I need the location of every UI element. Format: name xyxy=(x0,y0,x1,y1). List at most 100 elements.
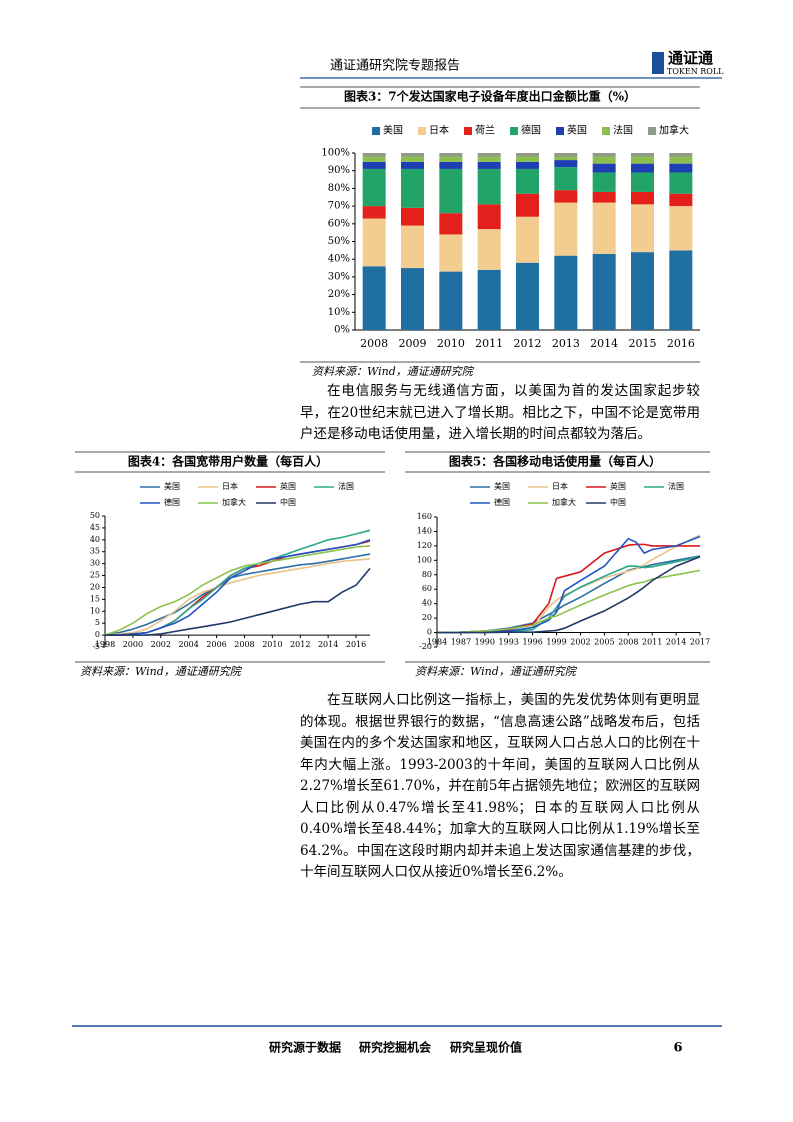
legend-label: 德国 xyxy=(494,497,510,507)
legend-label: 中国 xyxy=(280,497,296,507)
x-tick-label: 2014 xyxy=(590,337,618,350)
bar-segment xyxy=(401,207,424,226)
x-tick-label: 2006 xyxy=(206,640,226,649)
x-tick-label: 2010 xyxy=(437,337,465,350)
paragraph: 在互联网人口比例这一指标上，美国的先发优势体则有更明显的体现。根据世界银行的数据… xyxy=(300,692,700,880)
bar-segment xyxy=(516,168,539,194)
x-tick-label: 2002 xyxy=(570,638,590,647)
x-tick-label: 1984 xyxy=(427,638,447,647)
x-tick-label: 2015 xyxy=(629,337,657,350)
x-tick-label: 2002 xyxy=(151,640,171,649)
y-tick-label: 40 xyxy=(90,535,100,544)
y-tick-label: 80 xyxy=(422,570,432,579)
y-tick-label: 20 xyxy=(90,582,100,591)
bar-segment xyxy=(516,153,539,157)
x-tick-label: 1998 xyxy=(95,640,115,649)
bar-segment xyxy=(554,167,578,191)
source: 资料来源：Wind，通证通研究院 xyxy=(415,665,578,678)
bar-segment xyxy=(362,218,386,267)
line-series xyxy=(436,555,701,634)
legend-label: 日本 xyxy=(222,481,238,491)
legend-swatch xyxy=(648,127,656,135)
y-tick-label: 60 xyxy=(422,584,432,593)
line-series xyxy=(104,558,371,636)
x-tick-label: 2011 xyxy=(642,638,662,647)
y-tick-label: -5 xyxy=(92,642,100,651)
y-tick-label: 70% xyxy=(328,201,350,212)
footer-slogan: 研究源于数据 xyxy=(269,1040,341,1055)
y-tick-label: 5 xyxy=(95,618,100,627)
bar-segment xyxy=(631,191,654,205)
x-tick-label: 2014 xyxy=(318,640,338,649)
chart-title: 图表5：各国移动电话使用量（每百人） xyxy=(449,454,661,469)
bar-segment xyxy=(439,156,463,162)
legend-label: 英国 xyxy=(567,124,587,137)
line-series xyxy=(436,535,701,634)
bar-segment xyxy=(439,153,463,157)
paragraph: 在电信服务与无线通信方面，以美国为首的发达国家起步较早，在20世纪末就已进入了增… xyxy=(300,383,700,442)
bar-segment xyxy=(592,153,616,157)
x-tick-label: 2004 xyxy=(179,640,199,649)
logo-icon xyxy=(652,52,664,74)
bar-segment xyxy=(362,168,386,207)
y-tick-label: 30% xyxy=(328,271,350,282)
legend-label: 美国 xyxy=(164,481,180,491)
bar-segment xyxy=(631,252,654,330)
legend-label: 美国 xyxy=(383,124,403,137)
bar-segment xyxy=(477,153,501,157)
y-tick-label: 0 xyxy=(95,630,100,639)
y-tick-label: -20 xyxy=(419,642,432,651)
line-series xyxy=(104,545,371,636)
bar-segment xyxy=(554,202,578,256)
x-tick-label: 1999 xyxy=(546,638,566,647)
bar-segment xyxy=(401,168,424,208)
bar-segment xyxy=(362,266,386,330)
line-series xyxy=(105,567,371,636)
bar-segment xyxy=(516,262,539,330)
bar-segment xyxy=(669,156,693,164)
source: 资料来源：Wind，通证通研究院 xyxy=(312,365,475,378)
y-tick-label: 90% xyxy=(328,165,350,176)
bar-segment xyxy=(477,204,501,230)
line-series xyxy=(436,569,701,634)
bar-segment xyxy=(477,168,501,205)
y-tick-label: 100% xyxy=(321,148,350,159)
logo: 通证通 xyxy=(668,49,713,67)
legend-label: 德国 xyxy=(164,497,180,507)
x-tick-label: 1993 xyxy=(499,638,519,647)
legend-label: 日本 xyxy=(552,481,568,491)
y-tick-label: 0% xyxy=(334,325,350,336)
legend-label: 美国 xyxy=(494,481,510,491)
y-tick-label: 100 xyxy=(417,555,432,564)
legend-label: 荷兰 xyxy=(475,124,495,137)
bar-segment xyxy=(669,250,693,330)
bar-segment xyxy=(669,206,693,251)
bar-segment xyxy=(477,156,501,162)
bar-segment xyxy=(362,156,386,162)
x-tick-label: 2012 xyxy=(290,640,310,649)
bar-segment xyxy=(362,161,386,169)
footer-slogan: 研究挖掘机会 xyxy=(359,1040,432,1055)
y-tick-label: 35 xyxy=(90,547,100,556)
legend-swatch xyxy=(372,127,380,135)
legend-label: 法国 xyxy=(613,124,633,137)
y-tick-label: 120 xyxy=(417,541,432,550)
x-tick-label: 1996 xyxy=(522,638,542,647)
legend-swatch xyxy=(602,127,610,135)
y-tick-label: 160 xyxy=(417,512,432,521)
x-tick-label: 2005 xyxy=(594,638,614,647)
x-tick-label: 2016 xyxy=(667,337,695,350)
legend-label: 法国 xyxy=(338,481,354,491)
legend-swatch xyxy=(556,127,564,135)
y-tick-label: 40 xyxy=(422,599,432,608)
legend-label: 德国 xyxy=(521,124,541,137)
bar-segment xyxy=(669,193,693,207)
line-series xyxy=(437,555,701,634)
y-tick-label: 45 xyxy=(90,523,100,532)
x-tick-label: 2012 xyxy=(514,337,542,350)
bar-segment xyxy=(554,153,578,157)
bar-segment xyxy=(631,156,654,164)
bar-segment xyxy=(669,172,693,194)
